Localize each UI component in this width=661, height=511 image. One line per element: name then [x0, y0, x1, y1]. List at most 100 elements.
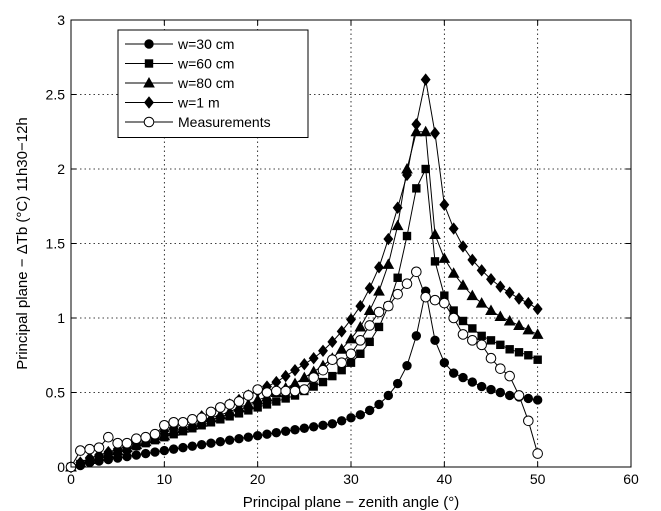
- data-point: [523, 393, 534, 404]
- data-point: [513, 319, 525, 330]
- data-point: [215, 436, 226, 447]
- data-point: [196, 439, 207, 450]
- data-point: [298, 371, 311, 383]
- data-point: [458, 240, 468, 253]
- data-point: [363, 304, 376, 316]
- data-point: [374, 261, 384, 274]
- legend-item: w=60 cm: [125, 56, 234, 72]
- data-point: [234, 433, 244, 444]
- data-point: [355, 335, 366, 346]
- legend-item: Measurements: [125, 114, 271, 130]
- data-point: [505, 345, 514, 354]
- data-point: [468, 324, 477, 333]
- data-point: [345, 348, 357, 360]
- legend-item: w=1 m: [125, 95, 220, 111]
- data-point: [224, 435, 235, 445]
- data-point: [495, 387, 506, 398]
- data-point: [159, 445, 170, 456]
- y-tick-label: 1: [57, 310, 65, 326]
- data-point: [280, 369, 291, 383]
- data-point: [448, 368, 459, 378]
- legend-label: Measurements: [178, 114, 271, 130]
- data-point: [262, 400, 272, 409]
- data-point: [383, 300, 394, 312]
- data-point: [467, 377, 478, 387]
- data-point: [430, 335, 440, 346]
- data-point: [299, 384, 310, 395]
- data-point: [402, 231, 412, 241]
- data-point: [466, 289, 479, 301]
- data-point: [178, 442, 188, 453]
- legend-label: w=1 m: [177, 95, 220, 111]
- data-point: [523, 415, 534, 427]
- data-point: [336, 416, 347, 426]
- legend-label: w=60 cm: [177, 56, 234, 72]
- data-point: [374, 322, 384, 332]
- x-tick-label: 10: [157, 471, 173, 487]
- data-point: [205, 406, 217, 418]
- data-point: [345, 332, 357, 344]
- data-point: [364, 405, 375, 416]
- data-point: [393, 273, 402, 282]
- data-point: [504, 370, 515, 382]
- data-point: [504, 390, 515, 401]
- data-point: [532, 448, 543, 459]
- data-point: [447, 267, 460, 278]
- data-point: [251, 393, 264, 405]
- data-point: [233, 401, 245, 412]
- data-point: [458, 372, 468, 383]
- data-point: [495, 363, 506, 374]
- legend-marker: [143, 116, 155, 128]
- x-tick-label: 40: [437, 471, 453, 487]
- data-point: [327, 419, 338, 429]
- data-point: [513, 390, 525, 401]
- data-point: [280, 426, 291, 436]
- data-point: [531, 328, 544, 339]
- data-point: [532, 302, 543, 316]
- data-point: [523, 296, 534, 310]
- data-point: [373, 285, 385, 296]
- data-point: [429, 294, 441, 306]
- data-point: [486, 384, 496, 395]
- legend-marker: [144, 96, 154, 109]
- legend-marker: [144, 39, 154, 49]
- data-point: [308, 352, 319, 365]
- y-axis-title: Principal plane − ΔTb (°C) 11h30−12h: [14, 117, 31, 370]
- data-point: [411, 118, 422, 131]
- data-point: [514, 292, 524, 305]
- data-point: [150, 447, 160, 457]
- data-point: [496, 340, 505, 350]
- data-point: [429, 228, 441, 240]
- data-point: [391, 219, 404, 231]
- y-tick-label: 1.5: [46, 236, 66, 252]
- data-point: [373, 306, 385, 318]
- data-point: [159, 419, 170, 431]
- data-point: [93, 442, 105, 453]
- data-point: [533, 355, 542, 364]
- data-point: [131, 450, 142, 460]
- data-point: [75, 445, 86, 456]
- x-tick-label: 30: [343, 471, 359, 487]
- data-point: [308, 372, 319, 383]
- x-axis-title: Principal plane − zenith angle (°): [243, 494, 460, 511]
- data-point: [365, 337, 374, 347]
- data-point: [299, 423, 310, 433]
- data-point: [467, 335, 478, 346]
- data-point: [486, 273, 496, 286]
- data-point: [309, 382, 318, 391]
- y-tick-label: 2: [57, 161, 65, 177]
- data-point: [299, 357, 310, 371]
- data-point: [494, 310, 507, 322]
- data-point: [485, 304, 497, 316]
- data-point: [504, 286, 515, 299]
- data-point: [168, 417, 179, 428]
- data-point: [411, 331, 422, 341]
- data-point: [476, 339, 487, 351]
- data-point: [84, 443, 95, 455]
- data-point: [327, 354, 338, 366]
- data-point: [262, 429, 272, 439]
- data-point: [289, 385, 301, 397]
- data-point: [420, 73, 431, 86]
- data-point: [514, 348, 524, 357]
